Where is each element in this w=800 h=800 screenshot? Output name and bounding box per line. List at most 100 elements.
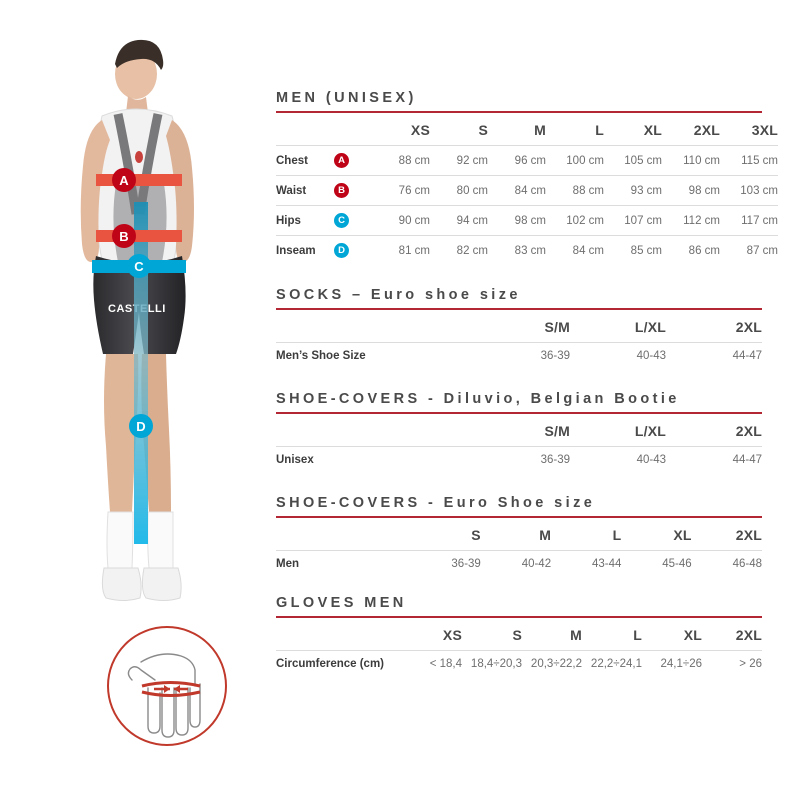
cell-scm-lxl: 40-43 [570,446,666,473]
row-label-chest: Chest [276,145,334,176]
scm-col-lxl: L/XL [634,423,666,439]
cell-waist-l: 88 cm [546,175,604,206]
left-shoe-shape [101,567,142,601]
table-shoecovers-model: S/M L/XL 2XL Unisex 36-39 40-43 44-47 [276,414,762,473]
section-rule-men [276,111,762,113]
table-gloves-men: XS S M L XL 2XL Circumference (cm) < 18,… [276,618,762,677]
row-label-hips: Hips [276,205,334,236]
hand-circumference-icon [107,626,227,746]
gloves-col-l: L [633,627,642,643]
row-label-circumference: Circumference (cm) [276,650,402,677]
cell-sce-xl: 45-46 [621,550,692,577]
gloves-col-m: M [570,627,582,643]
sce-col-m: M [539,527,552,543]
socks-col-sm: S/M [544,319,570,335]
cell-sce-l: 43-44 [551,550,622,577]
sce-col-s: S [471,527,481,543]
inseam-measure-band [134,202,148,544]
table-row: Chest A 88 cm 92 cm 96 cm 100 cm 105 cm … [276,145,778,176]
men-col-xs: XS [410,122,430,138]
marker-badge-d: D [334,243,349,258]
cyclist-figure-illustration: CASTELLI A B C D [80,39,194,601]
socks-header-blank [276,310,474,343]
cell-waist-xl: 93 cm [604,175,662,206]
marker-c-badge [127,254,151,278]
socks-col-lxl: L/XL [634,319,666,335]
marker-c-label: C [134,259,144,274]
table-socks-header-row: S/M L/XL 2XL [276,310,762,343]
table-row: Circumference (cm) < 18,4 18,4÷20,3 20,3… [276,650,762,677]
sce-col-2xl: 2XL [735,527,762,543]
sce-col-xl: XL [673,527,692,543]
marker-b-badge [112,224,136,248]
scm-header-blank [276,414,474,447]
table-men-unisex: XS S M L XL 2XL 3XL Chest A 88 cm 92 cm … [276,113,778,265]
right-arm-shape [166,120,194,262]
cell-sce-2xl: 46-48 [691,550,762,577]
cell-scm-sm: 36-39 [474,446,570,473]
cell-socks-sm: 36-39 [474,342,570,369]
marker-badge-b: B [334,183,349,198]
socks-col-2xl: 2XL [735,319,762,335]
cyclist-illustration-pane: CASTELLI A B C D [0,0,272,800]
cell-hips-xl: 107 cm [604,205,662,236]
row-label-mens-shoe-size: Men’s Shoe Size [276,342,474,369]
cell-gloves-s: 18,4÷20,3 [462,650,522,677]
cell-hips-l: 102 cm [546,205,604,236]
left-arm-shape [80,120,110,262]
cell-inseam-s: 82 cm [430,235,488,265]
sce-col-l: L [612,527,622,543]
right-shoe-shape [141,567,182,601]
cell-gloves-xl: 24,1÷26 [642,650,702,677]
men-col-xl: XL [643,122,662,138]
table-gloves-header-row: XS S M L XL 2XL [276,618,762,651]
row-marker-hips: C [334,205,372,236]
table-row: Men’s Shoe Size 36-39 40-43 44-47 [276,342,762,369]
cell-hips-xs: 90 cm [372,205,430,236]
cell-gloves-m: 20,3÷22,2 [522,650,582,677]
table-row: Unisex 36-39 40-43 44-47 [276,446,762,473]
section-rule-shoecovers-euro [276,516,762,518]
row-marker-chest: A [334,145,372,176]
cell-waist-xs: 76 cm [372,175,430,206]
marker-d-badge [129,414,153,438]
cell-waist-2xl: 98 cm [662,175,720,206]
cell-socks-2xl: 44-47 [666,342,762,369]
cell-gloves-2xl: > 26 [702,650,762,677]
section-men-unisex: MEN (UNISEX) XS S M L XL 2XL 3XL [276,90,778,265]
section-rule-gloves [276,616,762,618]
table-row: Waist B 76 cm 80 cm 84 cm 88 cm 93 cm 98… [276,175,778,206]
scm-col-sm: S/M [544,423,570,439]
cell-chest-3xl: 115 cm [720,145,778,176]
cell-scm-2xl: 44-47 [666,446,762,473]
cell-gloves-l: 22,2÷24,1 [582,650,642,677]
table-shoecovers-euro: S M L XL 2XL Men 36-39 40-42 43-44 45-46… [276,518,762,577]
table-row: Inseam D 81 cm 82 cm 83 cm 84 cm 85 cm 8… [276,235,778,265]
marker-a-label: A [119,173,129,188]
table-shoecovers-model-header-row: S/M L/XL 2XL [276,414,762,447]
section-shoecovers-model: SHOE-COVERS - Diluvio, Belgian Bootie S/… [276,391,762,473]
marker-d-label: D [136,419,145,434]
cell-chest-s: 92 cm [430,145,488,176]
brand-mark-icon [135,151,143,163]
section-gloves-men: GLOVES MEN XS S M L XL 2XL Circumference… [276,595,762,677]
men-col-3xl: 3XL [751,122,778,138]
size-tables-container: MEN (UNISEX) XS S M L XL 2XL 3XL [276,90,778,679]
cell-chest-xl: 105 cm [604,145,662,176]
section-title-gloves: GLOVES MEN [276,595,407,611]
marker-badge-a: A [334,153,349,168]
cell-hips-2xl: 112 cm [662,205,720,236]
gloves-col-2xl: 2XL [735,627,762,643]
table-row: Hips C 90 cm 94 cm 98 cm 102 cm 107 cm 1… [276,205,778,236]
left-leg-shape [104,354,139,512]
section-title-socks: SOCKS – Euro shoe size [276,287,521,303]
section-socks: SOCKS – Euro shoe size S/M L/XL 2XL Men’… [276,287,762,369]
cell-waist-s: 80 cm [430,175,488,206]
cell-gloves-xs: < 18,4 [402,650,462,677]
men-col-2xl: 2XL [693,122,720,138]
marker-b-label: B [119,229,128,244]
section-title-shoecovers-model: SHOE-COVERS - Diluvio, Belgian Bootie [276,391,680,407]
right-leg-shape [141,354,171,512]
section-title-shoecovers-euro: SHOE-COVERS - Euro Shoe size [276,495,596,511]
marker-a-badge [112,168,136,192]
